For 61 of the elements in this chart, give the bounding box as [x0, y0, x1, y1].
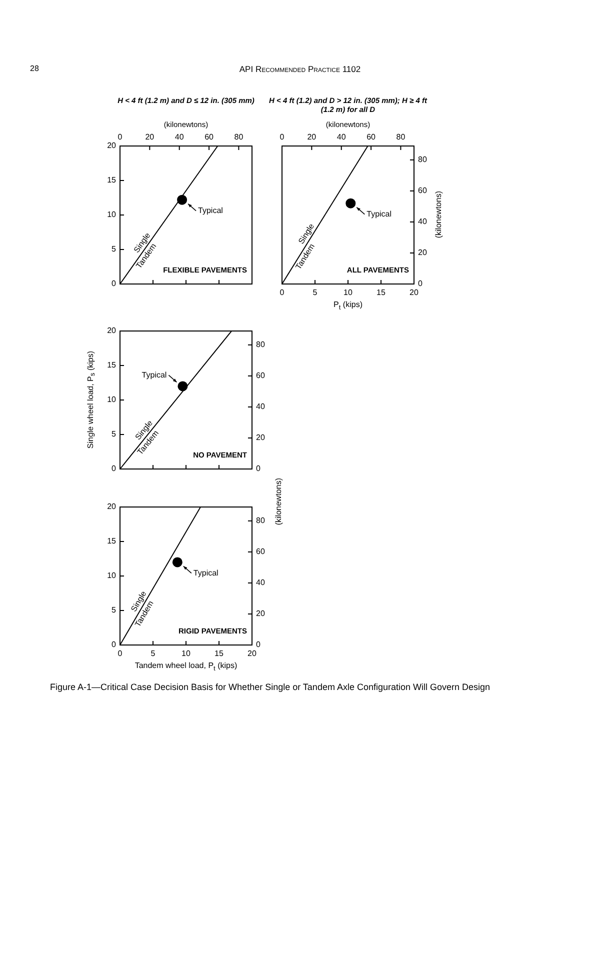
y-tick-label: 10 [107, 395, 117, 404]
x2-tick-label: 0 [118, 132, 123, 142]
y-tick-label: 5 [112, 430, 117, 439]
y2-tick-label: 20 [256, 433, 266, 442]
x2-tick-label: 60 [204, 132, 214, 142]
x-tick-label: 10 [182, 649, 191, 658]
x-tick-label: 15 [376, 288, 386, 298]
y-tick-label: 0 [112, 464, 117, 474]
y2-tick-label: 20 [418, 248, 428, 258]
y2-tick-label: 0 [418, 279, 423, 288]
y-tick-label: 10 [107, 210, 117, 220]
y2-tick-label: 0 [256, 464, 261, 474]
annotation: Typical [198, 206, 224, 216]
y-tick-label: 20 [107, 502, 117, 512]
y-tick-label: 5 [112, 606, 117, 615]
text: API Recommended Practice 1102 [238, 64, 362, 74]
y-tick-label: 20 [107, 326, 117, 336]
annotation: Typical [366, 210, 392, 219]
y2-axis-title: (kilonewtons) [274, 478, 284, 526]
y2-tick-label: 60 [256, 371, 266, 380]
x-tick-label: 0 [280, 288, 285, 298]
x-tick-label: 0 [118, 649, 123, 658]
x2-tick-label: 20 [307, 132, 317, 142]
y-tick-label: 20 [107, 141, 117, 150]
y2-tick-label: 80 [418, 155, 428, 164]
x-tick-label: 5 [312, 288, 318, 298]
y2-tick-label: 0 [256, 640, 261, 650]
x-axis-title: P$_{t}$ (kips) [332, 300, 364, 312]
y2-tick-label: 40 [256, 578, 266, 588]
x-tick-label: 5 [150, 649, 156, 658]
x2-tick-label: 80 [234, 132, 244, 142]
x2-tick-label: 40 [174, 132, 184, 142]
text: Figure A-1—Critical Case Decision Basis for Whether Single or Tandem Axle Configuration Will Govern Design [50, 682, 490, 692]
y-tick-label: 0 [112, 640, 117, 650]
y2-tick-label: 60 [256, 547, 266, 556]
annotation: Typical [142, 370, 167, 380]
text: 28 [30, 64, 39, 73]
y-tick-label: 10 [107, 571, 117, 580]
x-tick-label: 10 [344, 288, 353, 298]
annotation: Typical [193, 568, 219, 578]
x-tick-label: 15 [214, 649, 224, 658]
x-tick-label: 20 [410, 288, 419, 298]
x2-tick-label: 20 [145, 132, 155, 142]
y-tick-label: 15 [107, 360, 117, 370]
x-axis-title: Tandem wheel load, P$_{t}$ (kips) [134, 661, 238, 673]
y-tick-label: 5 [112, 244, 117, 254]
y2-axis-title: (kilonewtons) [434, 191, 444, 239]
y2-tick-label: 80 [256, 340, 266, 350]
y2-tick-label: 20 [256, 609, 266, 618]
y-tick-label: 0 [112, 279, 117, 288]
x2-tick-label: 80 [396, 132, 406, 142]
y-tick-label: 15 [107, 176, 117, 185]
x2-tick-label: 60 [366, 132, 376, 142]
y-tick-label: 15 [107, 536, 117, 546]
y2-tick-label: 80 [256, 516, 266, 526]
y2-tick-label: 40 [418, 217, 428, 226]
x2-tick-label: 40 [336, 132, 346, 142]
x-tick-label: 20 [248, 649, 257, 658]
y2-tick-label: 40 [256, 402, 266, 412]
x2-tick-label: 0 [280, 132, 285, 142]
y2-tick-label: 60 [418, 186, 428, 196]
